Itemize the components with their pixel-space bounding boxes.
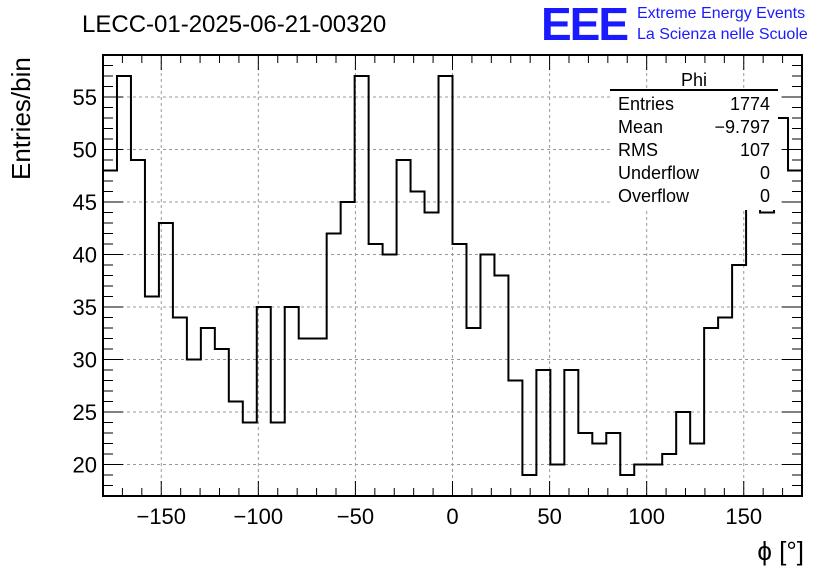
x-tick-label: −50 [337, 504, 374, 529]
y-tick-label: 25 [73, 400, 97, 425]
x-tick-label: 150 [725, 504, 762, 529]
histogram-bin [383, 255, 397, 497]
logo-line-1: Extreme Energy Events [637, 5, 805, 22]
histogram-bin [788, 171, 802, 497]
y-tick-label: 40 [73, 243, 97, 268]
histogram-bin [397, 160, 411, 496]
run-title: LECC-01-2025-06-21-00320 [82, 11, 386, 38]
histogram-bin [732, 265, 746, 496]
x-axis-label: ϕ [°] [757, 536, 804, 566]
stats-box-background [610, 88, 778, 210]
stats-underflow-label: Underflow [618, 163, 700, 183]
histogram-bin [648, 465, 662, 497]
stats-mean-value: −9.797 [714, 117, 770, 137]
histogram-bin [453, 244, 467, 496]
histogram-bin [704, 328, 718, 496]
histogram-bin [508, 381, 522, 497]
histogram-bin [522, 475, 536, 496]
histogram-bin [327, 234, 341, 497]
histogram-bin [145, 297, 159, 497]
stats-rms-value: 107 [740, 140, 770, 160]
x-tick-label: −150 [136, 504, 186, 529]
histogram-bin [425, 213, 439, 497]
histogram-bin [257, 307, 271, 496]
histogram-bin [606, 433, 620, 496]
axis-tick-labels: −150 −100 −50 0 50 100 150 20 25 30 35 40 45 50 55 [73, 85, 763, 529]
y-tick-label: 20 [73, 453, 97, 478]
x-tick-label: 50 [537, 504, 561, 529]
y-tick-label: 55 [73, 85, 97, 110]
eee-logo: EEE [541, 0, 627, 50]
histogram-bin [117, 76, 131, 496]
histogram-bin [355, 76, 369, 496]
y-tick-label: 35 [73, 295, 97, 320]
histogram-bin [690, 444, 704, 497]
x-tick-label: 0 [446, 504, 458, 529]
histogram-bin [662, 454, 676, 496]
stats-rms-label: RMS [618, 140, 658, 160]
stats-overflow-value: 0 [760, 186, 770, 206]
histogram-bin [578, 433, 592, 496]
histogram-bin [285, 307, 299, 496]
histogram-bin [466, 328, 480, 496]
histogram-bin [676, 412, 690, 496]
histogram-bin [564, 370, 578, 496]
stats-underflow-value: 0 [760, 163, 770, 183]
histogram-bin [173, 318, 187, 497]
histogram-bin [229, 402, 243, 497]
histogram-bin [243, 423, 257, 497]
y-tick-label: 50 [73, 138, 97, 163]
stats-box: Phi Entries 1774 Mean −9.797 RMS 107 Und… [610, 70, 778, 210]
histogram-series [102, 75, 803, 496]
stats-title: Phi [681, 70, 707, 90]
histogram-bin [369, 244, 383, 496]
logo-line-2: La Scienza nelle Scuole [637, 26, 808, 43]
histogram-bin [634, 465, 648, 497]
y-axis-label: Entries/bin [6, 57, 36, 180]
histogram-bin [215, 349, 229, 496]
histogram-bin [341, 202, 355, 496]
y-tick-label: 30 [73, 348, 97, 373]
histogram-bin [550, 465, 564, 497]
histogram-bin [480, 255, 494, 497]
histogram-bin [159, 223, 173, 496]
histogram-bin [592, 444, 606, 497]
histogram-bin [536, 370, 550, 496]
histogram-bin [103, 171, 117, 497]
y-tick-label: 45 [73, 190, 97, 215]
histogram-bin [271, 423, 285, 497]
histogram-bin [494, 276, 508, 497]
histogram-bin [187, 360, 201, 497]
histogram-bin [760, 213, 774, 497]
histogram-bin [718, 318, 732, 497]
histogram-bin [201, 328, 215, 496]
histogram-bin [439, 76, 453, 496]
histogram-bin [411, 192, 425, 497]
x-tick-label: 100 [628, 504, 665, 529]
histogram-bin [313, 339, 327, 497]
stats-entries-label: Entries [618, 94, 674, 114]
stats-overflow-label: Overflow [618, 186, 690, 206]
axis-ticks [102, 54, 803, 496]
histogram-bin [299, 339, 313, 497]
x-tick-label: −100 [234, 504, 284, 529]
stats-entries-value: 1774 [730, 94, 770, 114]
histogram-bin [131, 160, 145, 496]
stats-mean-label: Mean [618, 117, 663, 137]
